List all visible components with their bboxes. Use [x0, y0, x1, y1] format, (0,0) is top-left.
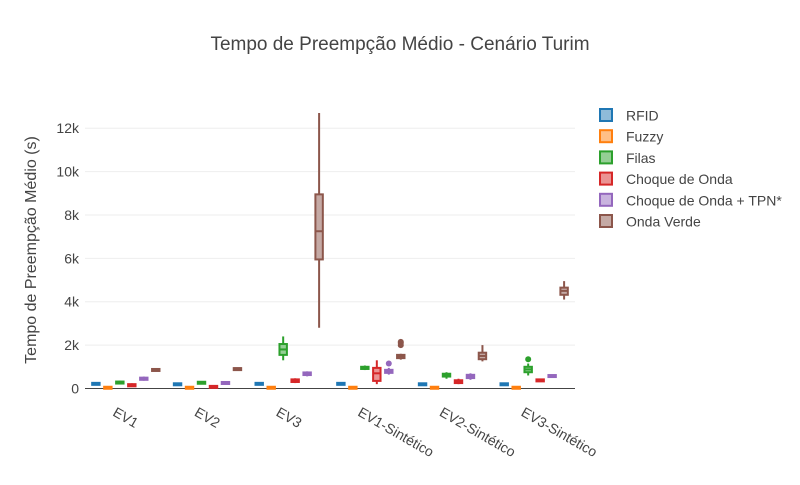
y-tick-label: 8k: [64, 207, 80, 223]
box: [278, 336, 288, 361]
box: [115, 380, 125, 385]
box: [384, 360, 394, 375]
legend-label: RFID: [626, 108, 659, 124]
series-choque-de-onda: [127, 360, 545, 389]
box: [127, 383, 137, 388]
outlier-point: [385, 360, 392, 367]
box: [453, 378, 464, 385]
box: [477, 345, 488, 362]
legend-swatch: [599, 192, 613, 207]
legend-item: RFID: [599, 108, 659, 124]
box: [429, 385, 440, 390]
legend-swatch: [599, 150, 613, 165]
x-tick-label: EV1: [110, 404, 141, 431]
box: [139, 376, 149, 381]
y-axis-label: Tempo de Preempção Médio (s): [23, 136, 40, 364]
box: [523, 356, 533, 376]
grid-layer: [85, 127, 575, 389]
box: [208, 384, 219, 389]
x-tick-labels: EV1 EV2 EV3 EV1-Sintético EV2-Sintético EV3-S…: [110, 404, 600, 460]
series-filas: [115, 336, 533, 385]
box: [360, 365, 370, 371]
legend-item: Filas: [599, 150, 656, 166]
legend-label: Choque de Onda + TPN*: [626, 192, 782, 208]
legend-item: Choque de Onda: [599, 171, 733, 187]
legend: RFID Fuzzy Filas Choque de Onda Choque de On…: [599, 108, 782, 230]
outlier-point: [397, 338, 404, 345]
box: [103, 385, 113, 390]
y-tick-label: 10k: [56, 164, 80, 180]
legend-swatch: [599, 214, 613, 228]
box: [336, 381, 346, 386]
box: [441, 372, 452, 379]
box: [196, 380, 207, 385]
y-tick-label: 4k: [64, 294, 80, 310]
series-fuzzy: [103, 385, 521, 390]
series-onda-verde: [151, 113, 569, 372]
box: [314, 113, 324, 328]
box: [151, 367, 161, 372]
box: [220, 380, 231, 385]
box: [396, 338, 406, 360]
x-tick-label: EV2-Sintético: [437, 404, 519, 460]
y-tick-label: 6k: [64, 250, 80, 266]
box-body: [314, 193, 324, 261]
box: [465, 373, 476, 380]
x-tick-label: EV3: [274, 404, 305, 431]
boxes-layer: [91, 113, 569, 390]
x-tick-label: EV3-Sintético: [519, 404, 601, 460]
y-tick-label: 0: [71, 380, 79, 396]
y-tick-label: 12k: [56, 120, 80, 136]
legend-label: Onda Verde: [626, 214, 701, 230]
y-tick-labels: 0 2k 4k 6k 8k 10k 12k: [56, 120, 80, 396]
box: [232, 367, 243, 372]
legend-item: Onda Verde: [599, 214, 701, 230]
box: [559, 281, 569, 300]
y-tick-label: 2k: [64, 337, 80, 353]
legend-swatch: [599, 129, 613, 144]
x-tick-label: EV2: [192, 404, 223, 431]
box: [172, 382, 183, 387]
box: [499, 382, 509, 387]
box: [417, 382, 428, 387]
box: [372, 360, 382, 385]
legend-swatch: [599, 171, 613, 186]
box: [91, 381, 101, 386]
box: [511, 385, 521, 390]
legend-label: Choque de Onda: [626, 171, 733, 187]
box: [302, 371, 312, 377]
x-tick-label: EV1-Sintético: [355, 404, 437, 460]
box: [535, 378, 545, 383]
box: [348, 385, 358, 390]
legend-swatch: [599, 108, 613, 122]
box: [547, 374, 557, 379]
box-body: [372, 366, 382, 382]
series-choque-de-onda-tpn-: [139, 360, 557, 385]
box: [290, 378, 300, 384]
legend-item: Fuzzy: [599, 129, 663, 145]
box: [254, 381, 264, 386]
series-rfid: [91, 381, 509, 387]
box: [184, 385, 195, 390]
legend-label: Filas: [626, 150, 656, 166]
legend-item: Choque de Onda + TPN*: [599, 192, 782, 208]
legend-label: Fuzzy: [626, 129, 663, 145]
outlier-point: [525, 356, 532, 363]
box: [266, 385, 276, 390]
chart-title: Tempo de Preempção Médio - Cenário Turim: [210, 34, 589, 55]
